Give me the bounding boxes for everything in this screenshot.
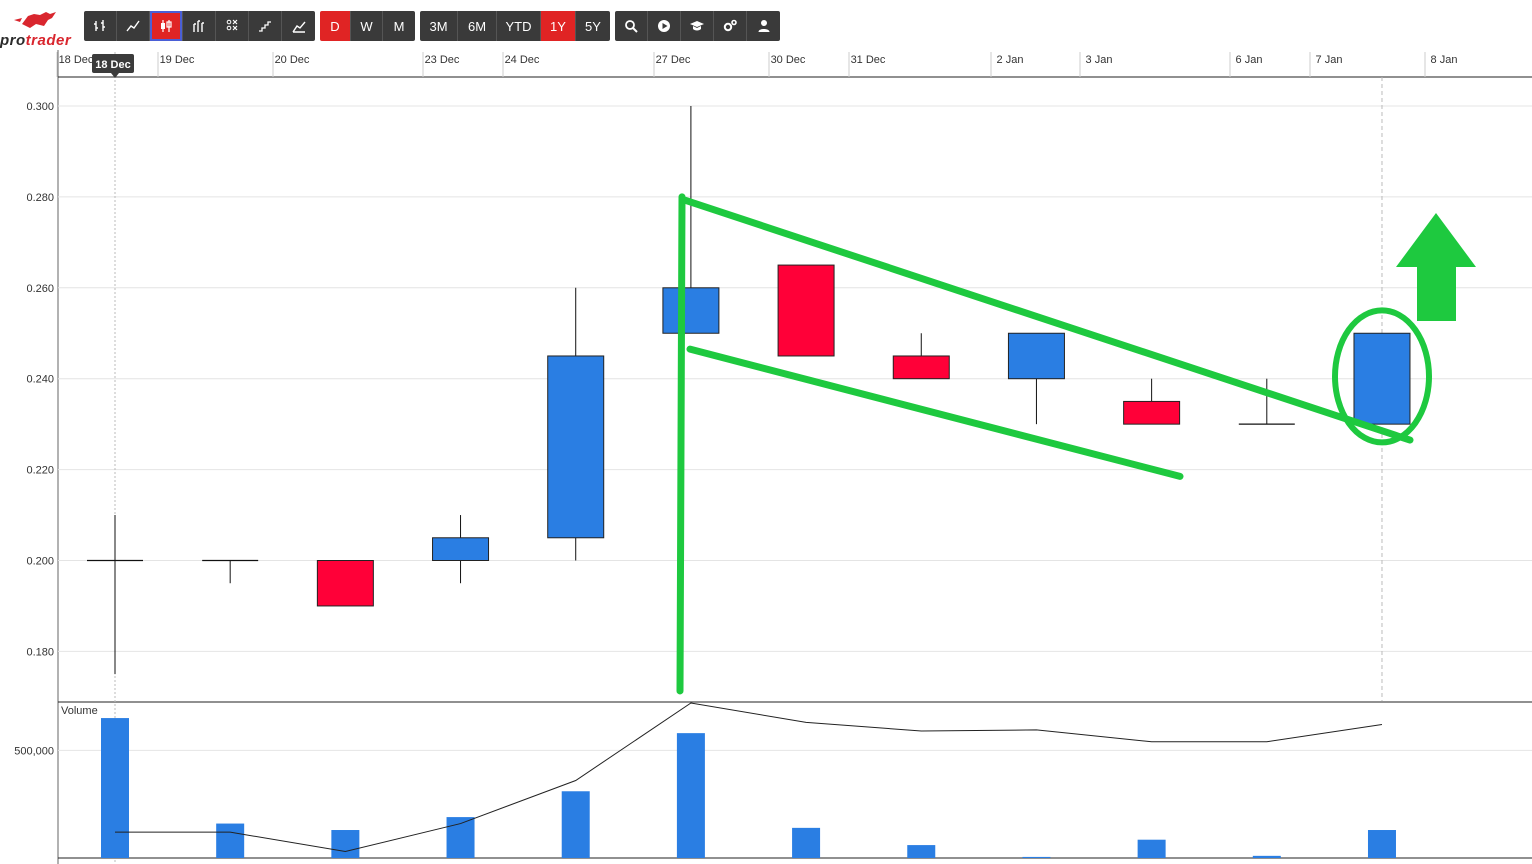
ohlc-icon[interactable] — [84, 11, 117, 41]
user-icon[interactable] — [747, 11, 780, 41]
candle-body — [316, 560, 374, 607]
interval-button-d[interactable]: D — [320, 11, 351, 41]
candle-body — [1123, 400, 1181, 425]
hlc-icon[interactable] — [183, 11, 216, 41]
search-icon[interactable] — [615, 11, 648, 41]
flagpole-annotation — [676, 193, 686, 695]
volume-bar — [907, 845, 936, 858]
range-button-6m[interactable]: 6M — [458, 11, 497, 41]
tools-group — [615, 11, 780, 41]
volume-bar — [101, 718, 129, 858]
candle-body — [777, 264, 835, 357]
price-tick-label: 0.260 — [26, 283, 54, 295]
volume-bar — [1137, 839, 1166, 858]
candle-body — [1353, 332, 1411, 425]
price-tick-label: 0.200 — [26, 556, 54, 568]
candle-body — [432, 537, 490, 562]
date-tick-label: 6 Jan — [1236, 54, 1263, 66]
crosshair-badge-pointer — [111, 73, 119, 78]
graduation-cap-icon[interactable] — [681, 11, 714, 41]
date-tick-label: 18 Dec — [59, 54, 94, 66]
volume-average-line — [115, 702, 1383, 853]
range-button-ytd[interactable]: YTD — [497, 11, 541, 41]
interval-button-w[interactable]: W — [351, 11, 383, 41]
date-tick-label: 19 Dec — [160, 54, 195, 66]
flag-lower-trendline — [686, 345, 1184, 480]
breakout-circle — [1332, 307, 1432, 446]
volume-bar — [792, 827, 821, 858]
crosshair-date-badge — [92, 54, 134, 73]
renko-icon[interactable] — [249, 11, 282, 41]
settings-icon[interactable] — [714, 11, 747, 41]
date-tick-label: 20 Dec — [275, 54, 310, 66]
volume-tick-label: 500,000 — [14, 745, 54, 757]
date-tick-label: 23 Dec — [425, 54, 460, 66]
date-tick-label: 31 Dec — [851, 54, 886, 66]
price-tick-label: 0.300 — [26, 101, 54, 113]
chart-type-group — [84, 11, 315, 41]
protrader-logo[interactable]: protrader — [0, 6, 76, 49]
volume-bar — [1367, 830, 1396, 858]
candle-body — [547, 355, 605, 539]
logo-text: protrader — [0, 32, 71, 49]
candle-body — [892, 355, 950, 380]
logo-text-prefix: pro — [0, 32, 26, 49]
volume-panel-title: Volume — [61, 705, 98, 717]
price-tick-label: 0.220 — [26, 465, 54, 477]
date-tick-label: 24 Dec — [505, 54, 540, 66]
price-tick-label: 0.280 — [26, 192, 54, 204]
volume-bar — [1022, 856, 1051, 858]
flag-upper-trendline — [678, 195, 1414, 444]
date-tick-label: 7 Jan — [1316, 54, 1343, 66]
interval-button-m[interactable]: M — [383, 11, 415, 41]
volume-bar — [676, 733, 705, 858]
range-button-3m[interactable]: 3M — [420, 11, 458, 41]
volume-bar — [216, 823, 245, 858]
range-button-1y[interactable]: 1Y — [541, 11, 576, 41]
point-figure-icon[interactable] — [216, 11, 249, 41]
line-chart-icon[interactable] — [117, 11, 150, 41]
candle-body — [1007, 332, 1065, 380]
date-tick-label: 3 Jan — [1086, 54, 1113, 66]
play-icon[interactable] — [648, 11, 681, 41]
range-button-5y[interactable]: 5Y — [576, 11, 610, 41]
price-tick-label: 0.240 — [26, 374, 54, 386]
up-arrow-icon — [1396, 213, 1476, 321]
volume-bar — [561, 791, 590, 858]
range-group: 3M 6M YTD 1Y 5Y — [420, 11, 610, 41]
candle-body — [662, 287, 720, 334]
volume-bar — [1252, 855, 1281, 858]
bull-logo-icon — [14, 12, 56, 28]
date-tick-label: 27 Dec — [656, 54, 691, 66]
volume-bar — [331, 830, 360, 858]
date-tick-label: 30 Dec — [771, 54, 806, 66]
logo-text-suffix: trader — [25, 32, 72, 49]
price-tick-label: 0.180 — [26, 646, 54, 658]
area-chart-icon[interactable] — [282, 11, 315, 41]
date-tick-label: 2 Jan — [997, 54, 1024, 66]
date-tick-label: 8 Jan — [1431, 54, 1458, 66]
crosshair-date-label: 18 Dec — [95, 59, 130, 71]
candlestick-icon[interactable] — [150, 11, 183, 41]
